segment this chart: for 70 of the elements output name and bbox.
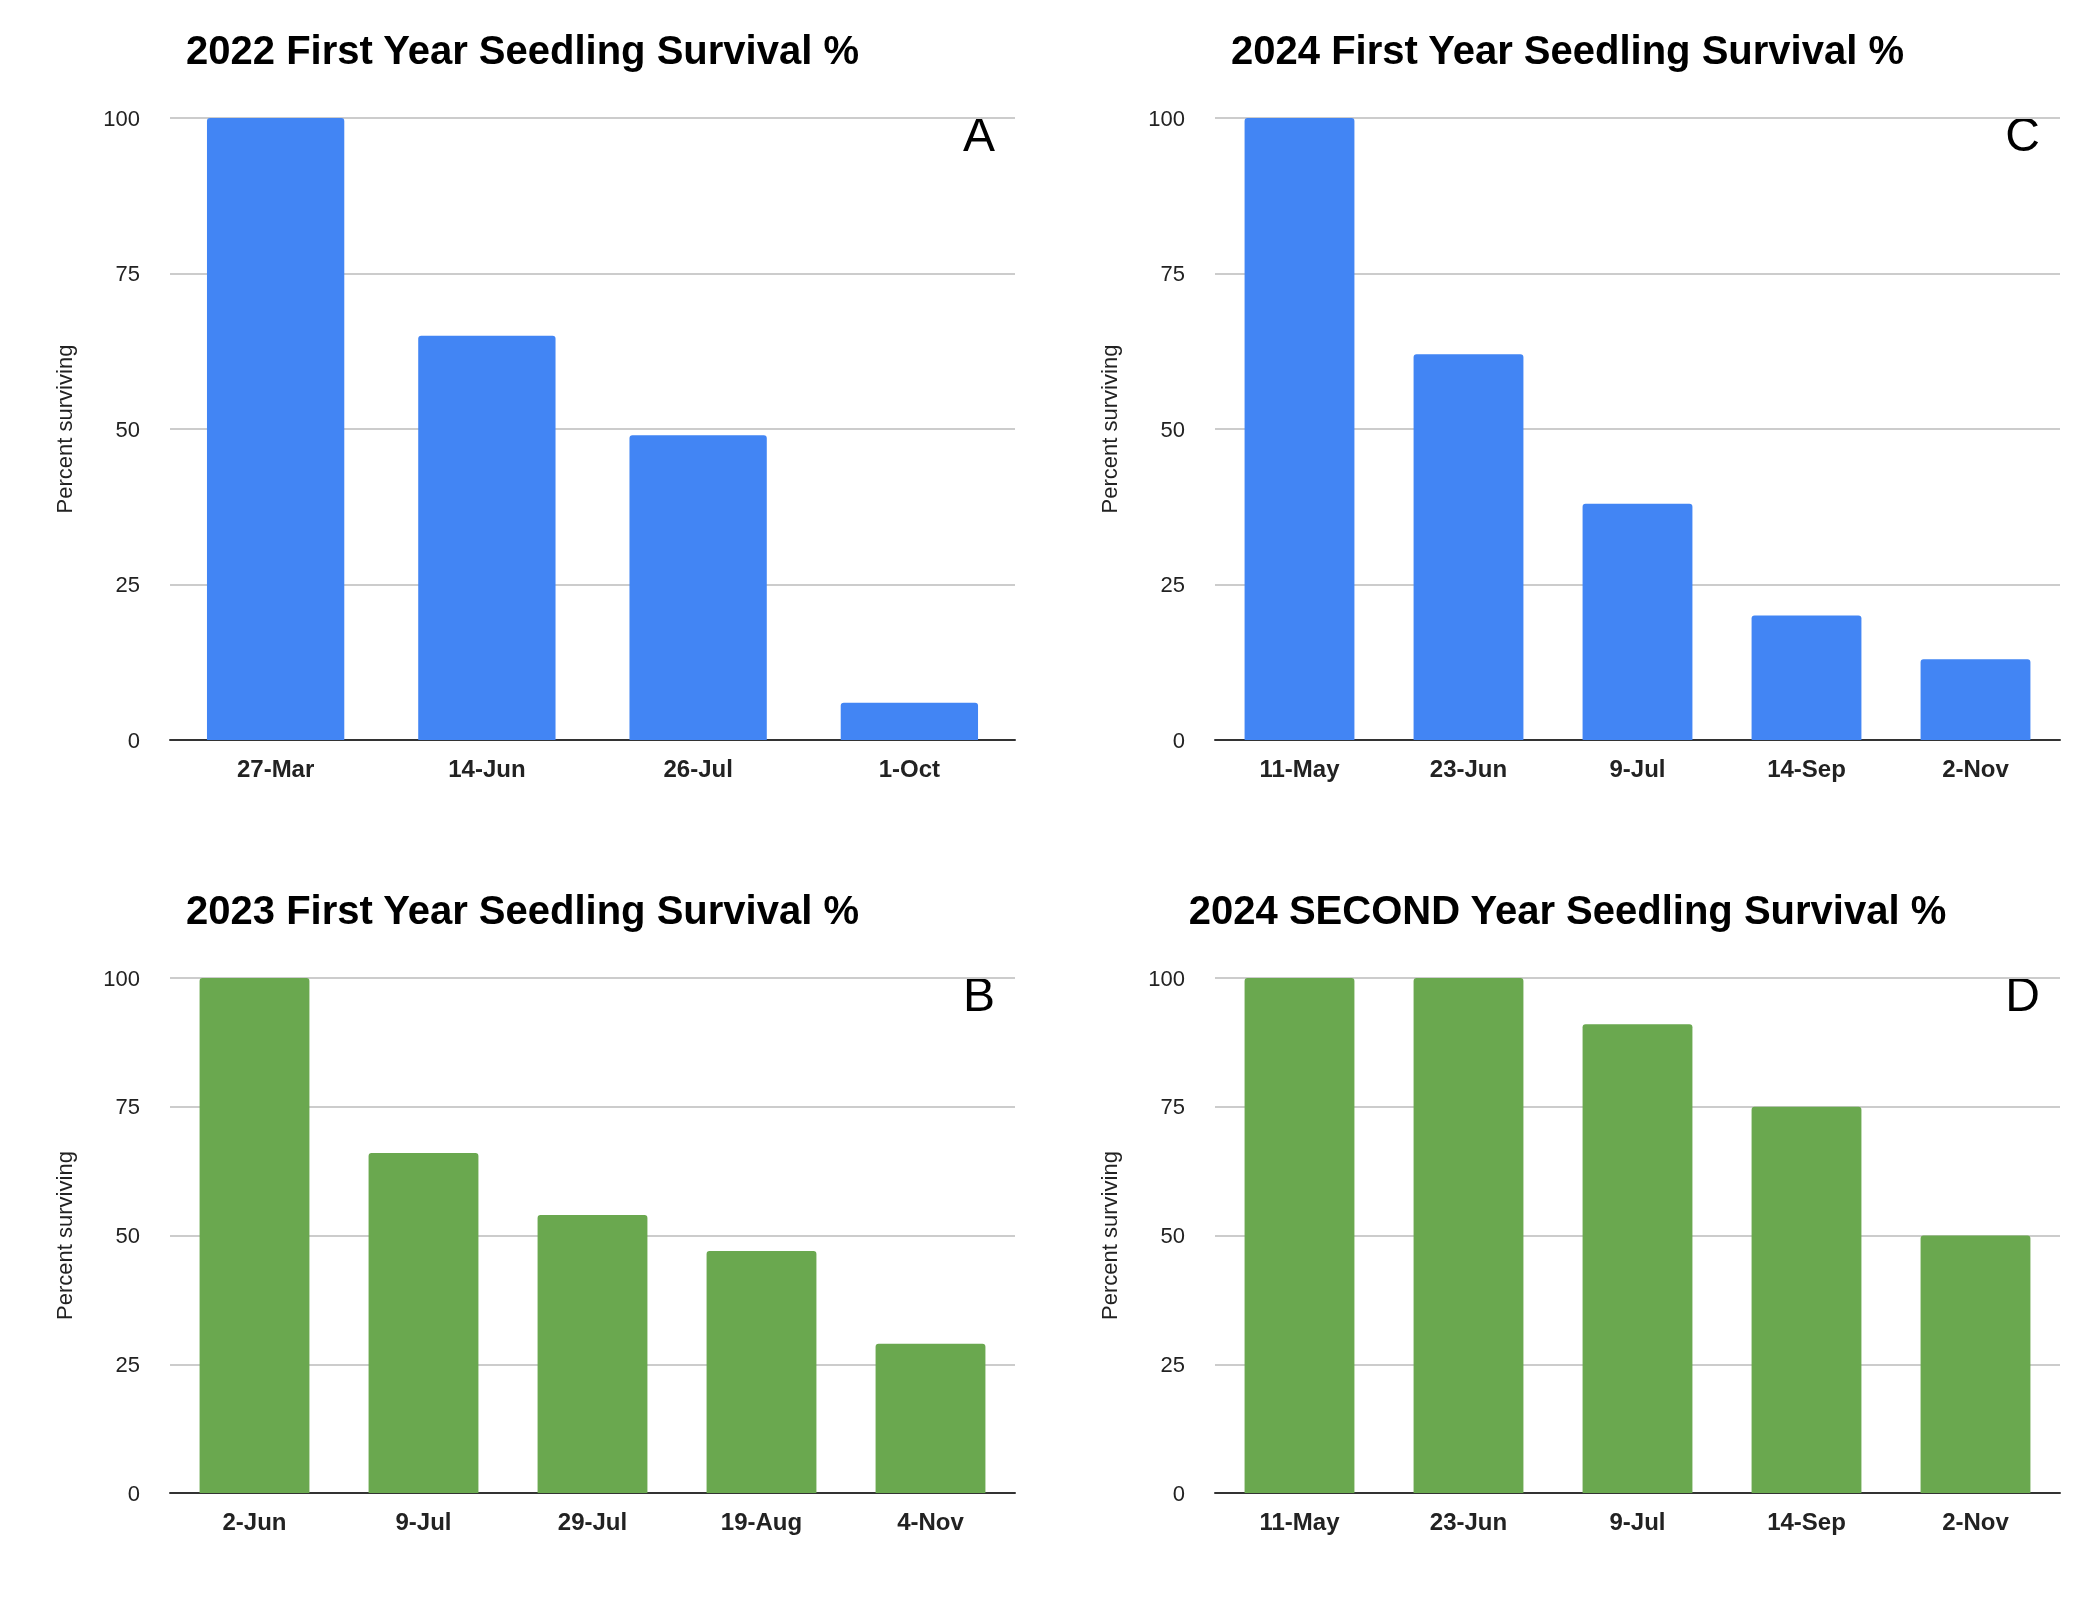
y-axis-title: Percent surviving <box>1096 344 1122 514</box>
annotation: D <box>2005 967 2041 1021</box>
bar <box>1244 118 1355 740</box>
x-tick-label: 23-Jun <box>1429 754 1508 782</box>
x-tick-label: 4-Nov <box>897 1507 965 1535</box>
x-tick-label: 1-Oct <box>878 754 941 782</box>
y-tick-label: 0 <box>1172 727 1185 753</box>
bar <box>206 118 345 740</box>
bar <box>418 335 556 740</box>
bar <box>1920 1235 2031 1493</box>
bar <box>706 1250 817 1493</box>
bar <box>875 1343 986 1493</box>
y-tick-label: 100 <box>103 105 140 131</box>
y-axis-title: Percent surviving <box>51 1151 77 1320</box>
y-tick-label: 0 <box>127 1480 140 1506</box>
chart-title: 2024 First Year Seedling Survival % <box>1231 28 1904 72</box>
annotation: C <box>2005 107 2041 161</box>
x-tick-label: 11-May <box>1259 1507 1341 1535</box>
y-tick-label: 75 <box>1160 1094 1185 1120</box>
bar <box>840 702 979 740</box>
bar <box>1582 503 1693 740</box>
bar <box>1244 978 1355 1493</box>
chart-title: 2024 SECOND Year Seedling Survival % <box>1188 888 1947 932</box>
x-tick-label: 29-Jul <box>557 1507 628 1535</box>
y-axis-title: Percent surviving <box>51 344 77 514</box>
x-tick-label: 2-Nov <box>1942 754 2010 782</box>
bar <box>629 435 767 740</box>
y-tick-label: 25 <box>1160 1351 1185 1377</box>
bar <box>1413 354 1524 740</box>
x-tick-label: 26-Jul <box>663 754 733 782</box>
y-tick-label: 25 <box>1160 572 1185 597</box>
y-tick-label: 25 <box>115 572 140 597</box>
y-tick-label: 100 <box>1148 965 1185 991</box>
y-axis-title: Percent surviving <box>1096 1151 1122 1320</box>
y-tick-label: 25 <box>115 1351 140 1377</box>
x-tick-label: 9-Jul <box>1609 1507 1666 1535</box>
y-tick-label: 50 <box>115 416 140 442</box>
bar <box>1920 659 2031 740</box>
x-tick-label: 11-May <box>1259 754 1341 782</box>
y-tick-label: 100 <box>1148 105 1185 131</box>
y-tick-label: 50 <box>1160 1223 1185 1248</box>
x-tick-label: 9-Jul <box>1609 754 1666 782</box>
y-tick-label: 50 <box>1160 416 1185 442</box>
x-tick-label: 23-Jun <box>1429 1507 1508 1535</box>
y-tick-label: 0 <box>1172 1480 1185 1506</box>
annotation: B <box>962 967 995 1021</box>
bar <box>1582 1024 1693 1493</box>
x-tick-label: 2-Jun <box>222 1507 287 1535</box>
bar <box>1751 1106 1862 1493</box>
x-tick-label: 19-Aug <box>720 1507 803 1535</box>
x-tick-label: 14-Sep <box>1767 754 1846 782</box>
y-tick-label: 75 <box>115 261 140 286</box>
x-tick-label: 2-Nov <box>1942 1507 2010 1535</box>
bar <box>199 978 310 1493</box>
x-tick-label: 9-Jul <box>395 1507 452 1535</box>
chart-title: 2022 First Year Seedling Survival % <box>186 28 859 72</box>
y-tick-label: 75 <box>115 1094 140 1120</box>
bar <box>537 1214 648 1493</box>
y-tick-label: 75 <box>1160 261 1185 286</box>
chart-title: 2023 First Year Seedling Survival % <box>186 888 859 932</box>
annotation: A <box>962 107 995 161</box>
y-tick-label: 50 <box>115 1223 140 1248</box>
x-tick-label: 14-Sep <box>1767 1507 1846 1535</box>
x-tick-label: 27-Mar <box>236 754 315 782</box>
bar <box>368 1153 479 1493</box>
x-tick-label: 14-Jun <box>448 754 526 782</box>
bar <box>1413 978 1524 1493</box>
y-tick-label: 0 <box>127 727 140 753</box>
y-tick-label: 100 <box>103 965 140 991</box>
bar <box>1751 615 1862 740</box>
